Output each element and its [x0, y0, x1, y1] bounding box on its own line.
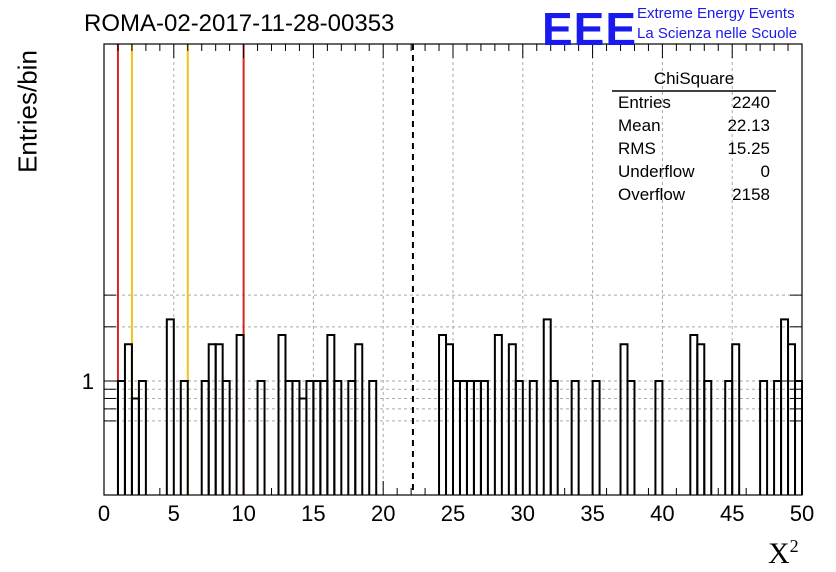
logo-line-2: La Scienza nelle Scuole	[637, 25, 798, 42]
axis-ticks	[103, 44, 803, 495]
histogram-bin	[438, 334, 448, 495]
histogram-bin	[165, 318, 175, 495]
histogram-bin	[354, 343, 364, 495]
histogram-bin	[759, 380, 769, 495]
histogram-bin	[277, 334, 287, 495]
histogram-bin	[207, 343, 217, 495]
stats-value: 22.13	[727, 116, 770, 135]
histogram-bin	[507, 343, 517, 495]
histogram-bin	[326, 334, 336, 495]
stats-row-underflow: Underflow 0	[618, 162, 770, 182]
histogram-bin	[445, 343, 454, 495]
x-tick-label: 50	[790, 501, 814, 526]
y-tick-label: 1	[82, 369, 94, 394]
histogram-bin	[221, 380, 231, 495]
histogram-bin	[731, 343, 741, 495]
histogram-bin	[626, 380, 636, 495]
stats-label: Mean	[618, 116, 661, 135]
histogram-bin	[493, 334, 503, 495]
histogram-bin	[619, 343, 629, 495]
histogram-bin	[696, 343, 706, 495]
eee-logo: EEE	[542, 3, 638, 55]
histogram-bin	[137, 380, 147, 495]
stats-row-rms: RMS 15.25	[618, 139, 770, 159]
logo-line-1: Extreme Energy Events	[637, 5, 795, 22]
histogram-bars	[116, 318, 803, 495]
histogram-bin	[514, 380, 524, 495]
histogram-bin	[235, 334, 245, 495]
stats-label: Underflow	[618, 162, 695, 181]
stats-value: 2158	[732, 185, 770, 204]
histogram-bin	[542, 318, 552, 495]
histogram-bin	[368, 380, 378, 495]
x-tick-label: 45	[720, 501, 744, 526]
histogram-bin	[298, 397, 308, 495]
y-tick-labels: 1	[82, 369, 94, 394]
x-tick-label: 25	[441, 501, 465, 526]
x-tick-label: 0	[98, 501, 110, 526]
x-tick-label: 15	[301, 501, 325, 526]
histogram-bin	[333, 380, 343, 495]
histogram-bin	[570, 380, 580, 495]
stats-row-overflow: Overflow 2158	[618, 185, 770, 205]
x-axis-superscript: 2	[789, 536, 799, 556]
histogram-bin	[123, 343, 133, 495]
stats-value: 2240	[732, 93, 770, 112]
histogram-bin	[654, 380, 664, 495]
histogram-bin	[214, 343, 224, 495]
x-tick-label: 5	[168, 501, 180, 526]
x-tick-label: 35	[580, 501, 604, 526]
histogram-bin	[689, 334, 699, 495]
histogram-bin	[130, 397, 140, 495]
stats-value: 0	[760, 162, 770, 181]
histogram-bin	[479, 380, 489, 495]
histogram-bin	[256, 380, 266, 495]
x-tick-label: 10	[231, 501, 255, 526]
histogram-bin	[780, 318, 790, 495]
x-axis-symbol: X	[768, 537, 790, 570]
stats-label: Overflow	[618, 185, 686, 204]
stats-value: 15.25	[727, 139, 770, 158]
x-tick-label: 20	[371, 501, 395, 526]
histogram-bin	[528, 380, 538, 495]
stats-label: RMS	[618, 139, 656, 158]
x-tick-label: 30	[511, 501, 535, 526]
x-axis-label: X2	[768, 536, 799, 571]
x-tick-labels: 0 5 10 15 20 25 30 35 40 45 50	[98, 501, 814, 526]
x-tick-label: 40	[650, 501, 674, 526]
stats-row-mean: Mean 22.13	[618, 116, 770, 136]
stats-label: Entries	[618, 93, 671, 112]
stats-row-entries: Entries 2240	[618, 93, 770, 113]
histogram-bin	[703, 380, 713, 495]
histogram-bin	[179, 380, 189, 495]
stats-box-title: ChiSquare	[653, 69, 735, 88]
y-axis-label: Entries/bin	[12, 50, 43, 173]
histogram-bin	[591, 380, 601, 495]
plot-title: ROMA-02-2017-11-28-00353	[84, 10, 395, 37]
histogram-bin	[549, 380, 559, 495]
histogram-bin	[787, 343, 797, 495]
